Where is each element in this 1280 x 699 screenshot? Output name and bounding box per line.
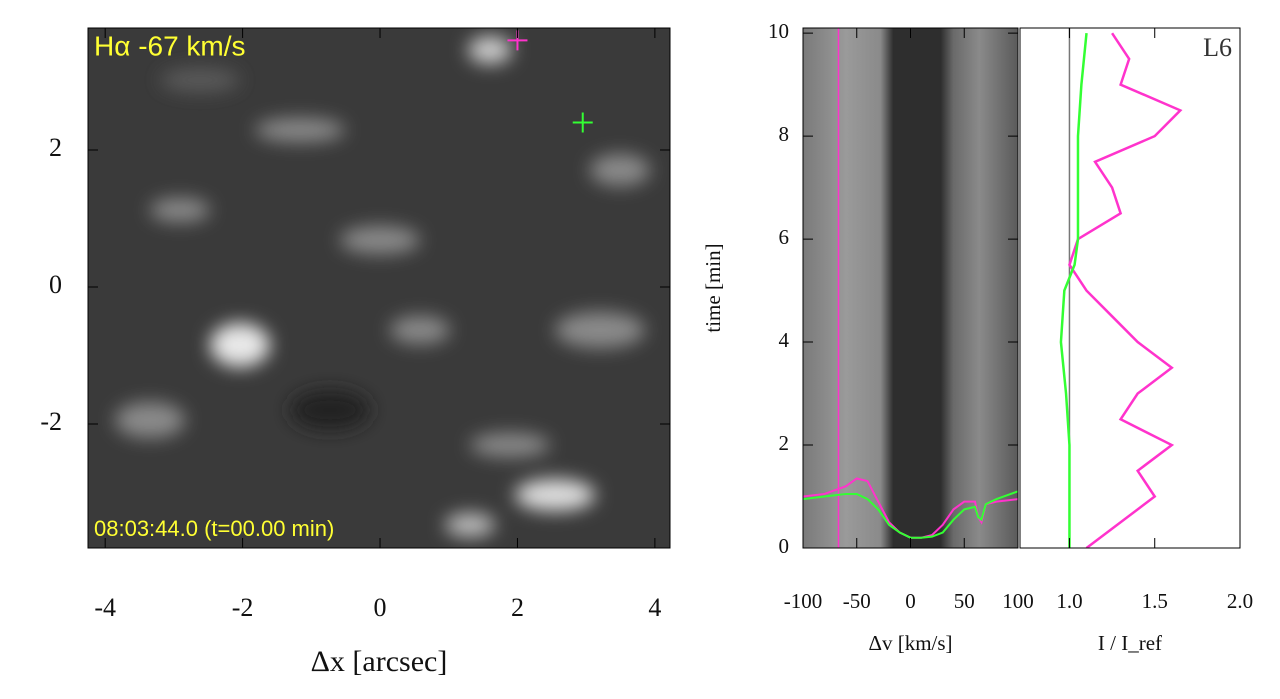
annotation: 08:03:44.0 (t=00.00 min) bbox=[94, 516, 334, 541]
x-tick-label: 1.0 bbox=[1056, 589, 1082, 613]
y-axis-label: time [min] bbox=[701, 243, 725, 332]
y-tick-label: 0 bbox=[49, 270, 62, 299]
panel-label: L6 bbox=[1203, 33, 1232, 62]
intensity-line bbox=[1059, 33, 1088, 548]
x-tick-label: -4 bbox=[94, 593, 116, 622]
x-tick-label: 0 bbox=[905, 589, 916, 613]
x-tick-label: -2 bbox=[232, 593, 254, 622]
x-tick-label: 4 bbox=[648, 593, 661, 622]
x-tick-label: -100 bbox=[784, 589, 823, 613]
timeslice bbox=[803, 28, 1018, 548]
x-tick-label: 0 bbox=[374, 593, 387, 622]
profile-line bbox=[803, 490, 1018, 539]
y-tick-label: 2 bbox=[779, 431, 790, 455]
x-axis-label: Δx [arcsec] bbox=[311, 645, 448, 678]
y-tick-label: 0 bbox=[779, 534, 790, 558]
y-tick-label: 8 bbox=[779, 122, 790, 146]
intensity-line bbox=[1068, 32, 1183, 548]
y-tick-label: 4 bbox=[779, 328, 790, 352]
y-tick-label: 6 bbox=[779, 225, 790, 249]
solar-image bbox=[88, 28, 670, 548]
x-axis-label: Δv [km/s] bbox=[868, 631, 952, 655]
y-tick-label: 2 bbox=[49, 133, 62, 162]
x-axis-label: I / I_ref bbox=[1098, 631, 1162, 655]
x-tick-label: 2 bbox=[511, 593, 524, 622]
x-tick-label: 2.0 bbox=[1227, 589, 1253, 613]
annotation: Hα -67 km/s bbox=[94, 30, 246, 61]
frame bbox=[1019, 27, 1241, 549]
x-tick-label: 1.5 bbox=[1142, 589, 1168, 613]
y-tick-label: -2 bbox=[40, 407, 62, 436]
x-tick-label: 50 bbox=[954, 589, 975, 613]
x-tick-label: -50 bbox=[843, 589, 871, 613]
x-tick-label: 100 bbox=[1002, 589, 1034, 613]
cross-marker bbox=[572, 112, 593, 133]
frame bbox=[87, 27, 671, 549]
y-tick-label: 10 bbox=[768, 19, 789, 43]
